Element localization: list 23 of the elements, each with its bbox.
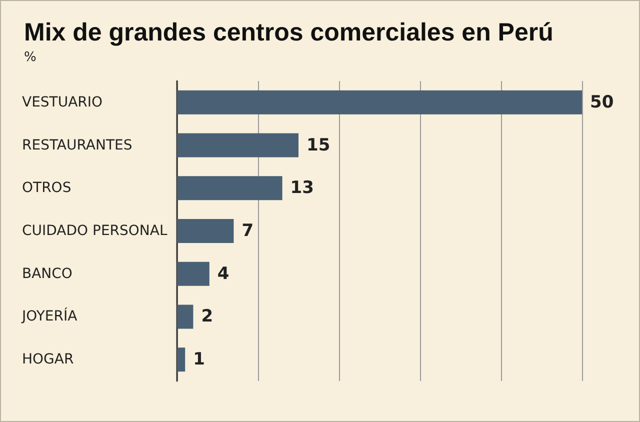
- bar: [177, 176, 282, 200]
- bar: [177, 133, 298, 158]
- bar: [177, 304, 194, 329]
- data-label: 2: [201, 306, 214, 327]
- data-label: 13: [290, 178, 314, 198]
- y-tick-label: OTROS: [22, 180, 72, 196]
- data-label: 7: [242, 221, 254, 241]
- y-tick-label: CUIDADO PERSONAL: [22, 223, 168, 239]
- y-tick-label: RESTAURANTES: [22, 137, 132, 154]
- data-label: 4: [217, 264, 230, 284]
- bar: [177, 219, 234, 243]
- y-tick-label: HOGAR: [22, 352, 74, 368]
- data-label: 50: [590, 92, 614, 112]
- text: %: [24, 50, 36, 65]
- data-label: 15: [306, 135, 330, 156]
- bar: [177, 348, 186, 372]
- chart-title: Mix de grandes centros comerciales en Perú: [24, 18, 554, 46]
- y-tick-label: VESTUARIO: [22, 94, 103, 110]
- data-label: 1: [193, 350, 205, 370]
- bar: [177, 90, 582, 114]
- bar: [177, 262, 210, 286]
- y-tick-label: JOYERÍA: [21, 308, 78, 325]
- y-tick-label: BANCO: [22, 266, 72, 282]
